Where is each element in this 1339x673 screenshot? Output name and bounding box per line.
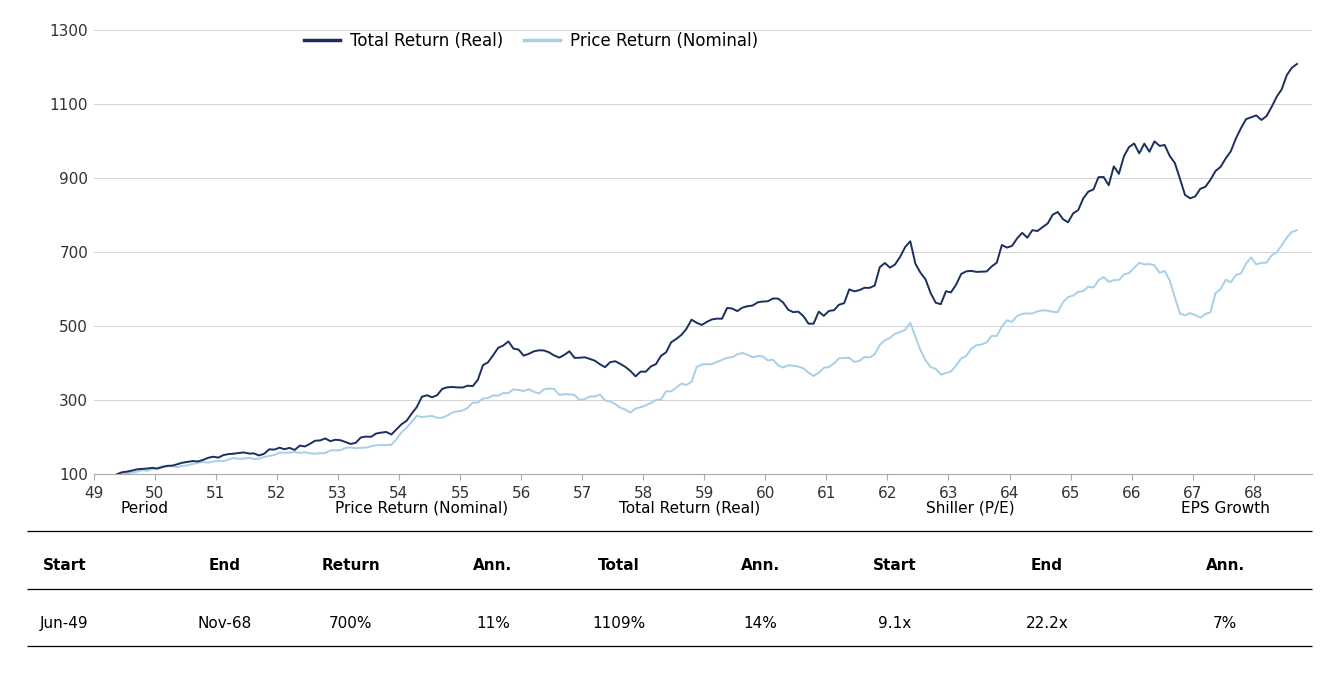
Total Return (Real) — [337, 438, 353, 446]
Text: 9.1x: 9.1x — [878, 616, 911, 631]
Text: 1109%: 1109% — [592, 616, 645, 631]
Text: Total: Total — [597, 558, 640, 573]
Price Return (Nominal) — [337, 444, 353, 452]
Price Return (Nominal) — [108, 470, 125, 479]
Total Return (Real) — [414, 393, 430, 401]
Text: Return: Return — [321, 558, 380, 573]
Text: Price Return (Nominal): Price Return (Nominal) — [335, 501, 509, 516]
Text: Start: Start — [873, 558, 916, 573]
Total Return (Real) — [999, 244, 1015, 252]
Text: Ann.: Ann. — [1205, 558, 1245, 573]
Text: End: End — [209, 558, 241, 573]
Price Return (Nominal) — [795, 364, 811, 372]
Text: Total Return (Real): Total Return (Real) — [619, 501, 761, 516]
Text: Shiller (P/E): Shiller (P/E) — [927, 501, 1015, 516]
Price Return (Nominal) — [928, 365, 944, 373]
Total Return (Real) — [1289, 60, 1306, 68]
Line: Price Return (Nominal): Price Return (Nominal) — [116, 230, 1297, 474]
Line: Total Return (Real): Total Return (Real) — [116, 64, 1297, 474]
Text: 7%: 7% — [1213, 616, 1237, 631]
Text: End: End — [1031, 558, 1063, 573]
Text: Ann.: Ann. — [473, 558, 513, 573]
Text: Ann.: Ann. — [740, 558, 781, 573]
Text: Nov-68: Nov-68 — [198, 616, 252, 631]
Price Return (Nominal) — [414, 413, 430, 421]
Text: 700%: 700% — [329, 616, 372, 631]
Price Return (Nominal) — [1289, 226, 1306, 234]
Text: Start: Start — [43, 558, 86, 573]
Text: 14%: 14% — [743, 616, 778, 631]
Total Return (Real) — [1157, 141, 1173, 149]
Total Return (Real) — [795, 312, 811, 320]
Text: Period: Period — [121, 501, 169, 516]
Text: 11%: 11% — [475, 616, 510, 631]
Price Return (Nominal) — [1157, 267, 1173, 275]
Legend: Total Return (Real), Price Return (Nominal): Total Return (Real), Price Return (Nomin… — [297, 26, 765, 57]
Text: EPS Growth: EPS Growth — [1181, 501, 1269, 516]
Total Return (Real) — [928, 299, 944, 307]
Price Return (Nominal) — [999, 316, 1015, 324]
Text: Jun-49: Jun-49 — [40, 616, 88, 631]
Text: 22.2x: 22.2x — [1026, 616, 1069, 631]
Total Return (Real) — [108, 470, 125, 479]
